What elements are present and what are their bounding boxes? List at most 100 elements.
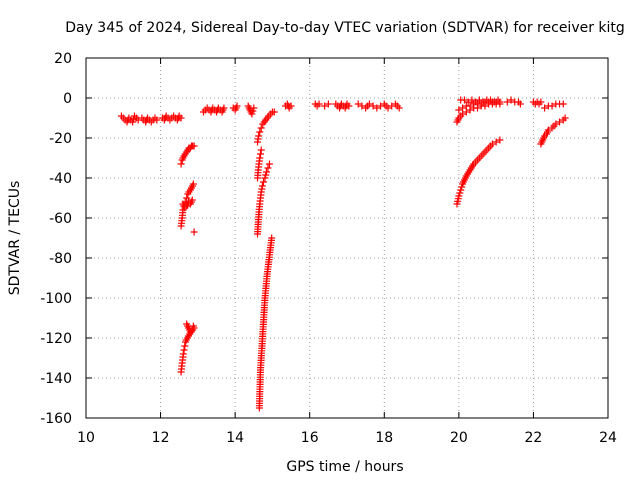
x-tick-label: 10 (77, 430, 95, 446)
data-point (507, 96, 515, 104)
data-point (466, 102, 474, 110)
data-point (183, 194, 191, 202)
data-point (472, 98, 480, 106)
x-axis-label: GPS time / hours (286, 459, 403, 475)
data-point (177, 114, 185, 122)
data-point (262, 171, 270, 179)
x-tick-label: 12 (152, 430, 170, 446)
grid-lines (86, 58, 608, 418)
data-point (181, 342, 189, 350)
data-point (384, 104, 392, 112)
data-point (373, 104, 381, 112)
data-point (490, 98, 498, 106)
data-point (262, 168, 270, 176)
y-tick-label: -100 (40, 291, 72, 307)
data-point (455, 106, 463, 114)
data-point (257, 146, 265, 154)
data-point (503, 98, 511, 106)
data-point (369, 102, 377, 110)
data-point (258, 182, 266, 190)
data-point (270, 108, 278, 116)
data-points (117, 96, 569, 412)
data-point (494, 96, 502, 104)
data-point (190, 228, 198, 236)
y-tick-label: -40 (49, 171, 72, 187)
data-point (516, 100, 524, 108)
plot-frame (85, 57, 609, 419)
y-tick-label: -120 (40, 331, 72, 347)
data-point (268, 234, 276, 242)
data-point (256, 150, 264, 158)
data-point (315, 100, 323, 108)
x-tick-label: 14 (226, 430, 244, 446)
y-tick-label: -140 (40, 371, 72, 387)
data-point (188, 326, 196, 334)
data-point (455, 192, 463, 200)
data-point (287, 102, 295, 110)
y-tick-label: 0 (63, 91, 72, 107)
data-point (259, 178, 267, 186)
data-point (479, 98, 487, 106)
data-point (190, 142, 198, 150)
data-point (249, 107, 257, 115)
data-point (129, 118, 137, 126)
data-point (559, 100, 567, 108)
data-point (256, 128, 264, 136)
data-point (179, 350, 187, 358)
data-point (188, 196, 196, 204)
data-point (492, 138, 500, 146)
data-point (264, 164, 272, 172)
x-tick-label: 16 (301, 430, 319, 446)
data-point (189, 180, 197, 188)
data-point (459, 110, 467, 118)
x-tick-labels: 10 12 14 16 18 20 22 24 (77, 430, 617, 446)
data-point (552, 120, 560, 128)
data-point (248, 110, 256, 118)
data-point (459, 104, 467, 112)
data-point (153, 116, 161, 124)
data-point (488, 140, 496, 148)
data-point (460, 96, 468, 104)
data-point (256, 154, 264, 162)
y-tick-label: -160 (40, 411, 72, 427)
data-point (487, 96, 495, 104)
x-tick-label: 18 (375, 430, 393, 446)
data-point (457, 186, 465, 194)
data-point (464, 98, 472, 106)
data-point (458, 183, 466, 191)
data-point (265, 160, 273, 168)
y-axis-label: SDTVAR / TECUs (7, 181, 23, 296)
y-tick-label: -80 (49, 251, 72, 267)
y-tick-label: -20 (49, 131, 72, 147)
data-point (255, 132, 263, 140)
data-point (468, 96, 476, 104)
data-point (220, 104, 228, 112)
data-point (180, 346, 188, 354)
y-tick-label: -60 (49, 211, 72, 227)
data-point (395, 104, 403, 112)
data-point (345, 102, 353, 110)
chart-title: Day 345 of 2024, Sidereal Day-to-day VTE… (65, 20, 625, 36)
data-point (537, 98, 545, 106)
data-point (456, 189, 464, 197)
y-tick-labels: -160 -140 -120 -100 -80 -60 -40 -20 0 20 (40, 51, 72, 427)
data-point (354, 100, 362, 108)
data-point (556, 118, 564, 126)
data-point (541, 104, 549, 112)
data-point (321, 102, 329, 110)
data-point (250, 104, 258, 112)
y-tick-label: 20 (54, 51, 72, 67)
data-point (261, 174, 269, 182)
data-point (365, 100, 373, 108)
x-tick-label: 20 (450, 430, 468, 446)
data-point (189, 322, 197, 330)
data-point (475, 96, 483, 104)
data-point (496, 136, 504, 144)
data-point (462, 108, 470, 116)
data-point (548, 102, 556, 110)
axis-ticks (85, 57, 609, 419)
data-point (257, 124, 265, 132)
x-tick-label: 22 (525, 430, 543, 446)
data-point (544, 126, 552, 134)
